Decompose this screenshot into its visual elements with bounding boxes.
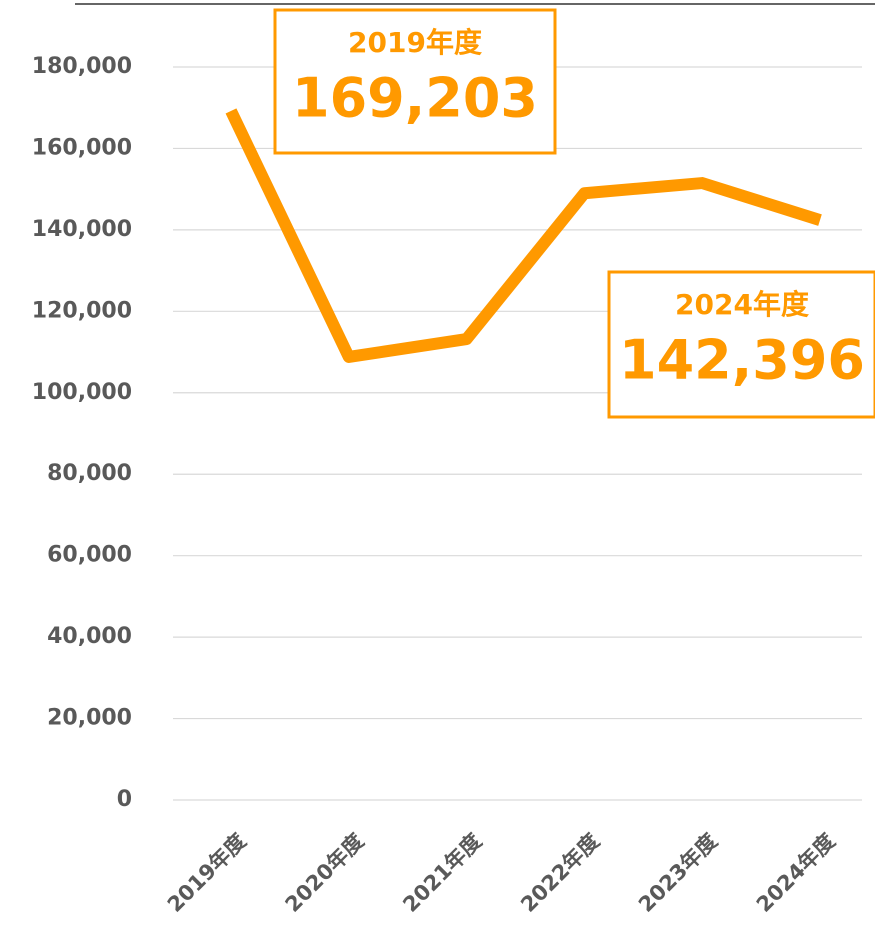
x-tick-label: 2023年度 bbox=[634, 829, 722, 917]
y-tick-label: 40,000 bbox=[47, 624, 132, 649]
y-tick-label: 0 bbox=[117, 787, 132, 812]
x-tick-label: 2022年度 bbox=[516, 829, 604, 917]
annotation-category: 2024年度 bbox=[675, 288, 809, 321]
annotation-box bbox=[273, 8, 557, 155]
y-tick-label: 80,000 bbox=[47, 461, 132, 486]
annotation-box bbox=[607, 270, 875, 419]
y-tick-label: 120,000 bbox=[32, 298, 132, 323]
y-tick-label: 20,000 bbox=[47, 706, 132, 731]
x-tick-label: 2021年度 bbox=[398, 829, 486, 917]
y-tick-label: 100,000 bbox=[32, 380, 132, 405]
y-tick-label: 60,000 bbox=[47, 543, 132, 568]
x-tick-label: 2019年度 bbox=[163, 829, 251, 917]
annotation-category: 2019年度 bbox=[348, 26, 482, 59]
x-tick-label: 2020年度 bbox=[281, 829, 369, 917]
y-tick-label: 140,000 bbox=[32, 217, 132, 242]
y-tick-label: 180,000 bbox=[32, 54, 132, 79]
annotation-value: 142,396 bbox=[619, 329, 865, 392]
x-tick-label: 2024年度 bbox=[752, 829, 840, 917]
annotation-value: 169,203 bbox=[292, 67, 538, 130]
line bbox=[225, 108, 822, 363]
y-tick-label: 160,000 bbox=[32, 135, 132, 160]
